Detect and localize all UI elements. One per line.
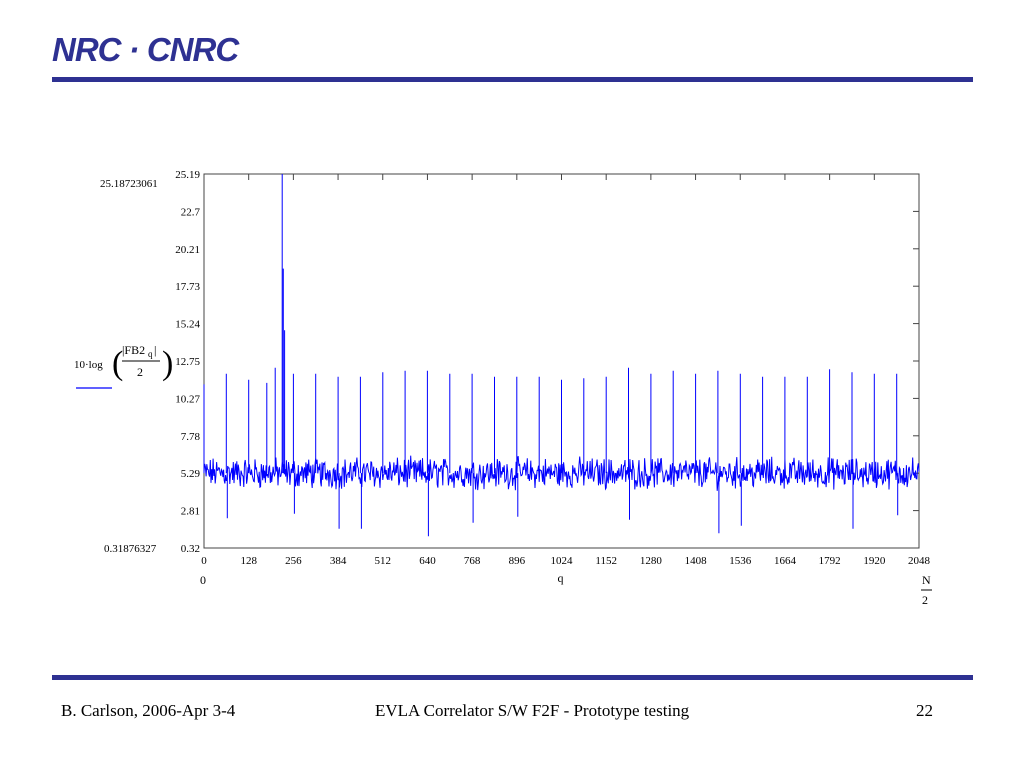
y-tick-label: 22.7	[181, 206, 201, 218]
x-axis-ticks: 0 128 256 384 512 640 768 896 1024 1152 1280 1408 15…	[201, 174, 931, 567]
spectrum-chart: 0.32 2.81 5.29 7.78 10.27 12.75 15.24 17.73 20.2…	[74, 169, 932, 607]
y-tick-label: 0.32	[181, 543, 200, 555]
x-tick-label: 512	[375, 555, 392, 567]
plot-frame	[203, 173, 920, 549]
footer-rule	[52, 675, 973, 680]
x-tick-label: 1920	[863, 555, 886, 567]
x-tick-label: 1536	[729, 555, 752, 567]
y-axis-label: 10·log ( |FB2 q | 2 )	[74, 343, 173, 389]
page-number: 22	[916, 701, 933, 720]
x-tick-label: 384	[330, 555, 347, 567]
y-tick-label: 15.24	[175, 319, 200, 331]
svg-text:2: 2	[137, 365, 143, 379]
x-tick-label: 1408	[685, 555, 708, 567]
ylim-top-label: 25.18723061	[100, 178, 158, 190]
nrc-cnrc-logo: NRC · CNRC	[52, 31, 239, 68]
y-tick-label: 25.19	[175, 169, 200, 181]
x-range-right-label: N 2	[921, 573, 932, 607]
footer-presentation-title: EVLA Correlator S/W F2F - Prototype test…	[375, 701, 690, 720]
svg-text:|FB2: |FB2	[122, 343, 145, 357]
ylim-bottom-label: 0.31876327	[104, 543, 157, 555]
svg-text:N: N	[922, 573, 931, 587]
y-tick-label: 10.27	[175, 393, 200, 405]
x-tick-label: 640	[419, 555, 436, 567]
x-tick-label: 1280	[640, 555, 663, 567]
x-tick-label: 2048	[908, 555, 931, 567]
y-tick-label: 17.73	[175, 281, 200, 293]
y-tick-label: 12.75	[175, 356, 200, 368]
x-axis-label: q	[558, 571, 564, 585]
x-tick-label: 768	[464, 555, 481, 567]
svg-text:): )	[162, 345, 173, 382]
footer-author-date: B. Carlson, 2006-Apr 3-4	[61, 701, 236, 720]
y-tick-label: 20.21	[175, 244, 200, 256]
x-tick-label: 256	[285, 555, 302, 567]
x-tick-label: 1024	[551, 555, 574, 567]
y-axis-ticks: 0.32 2.81 5.29 7.78 10.27 12.75 15.24 17.73 20.2…	[175, 169, 919, 555]
svg-text:10·log: 10·log	[74, 359, 103, 371]
x-range-left-label: 0	[200, 573, 206, 587]
header-rule	[52, 77, 973, 82]
x-tick-label: 128	[240, 555, 257, 567]
x-tick-label: 1792	[819, 555, 841, 567]
x-tick-label: 0	[201, 555, 207, 567]
svg-text:q: q	[148, 349, 153, 359]
series-line	[203, 174, 920, 537]
svg-text:|: |	[154, 343, 156, 357]
svg-text:(: (	[112, 345, 123, 382]
x-tick-label: 896	[509, 555, 526, 567]
x-tick-label: 1664	[774, 555, 797, 567]
y-tick-label: 7.78	[181, 431, 201, 443]
y-tick-label: 5.29	[181, 468, 201, 480]
y-tick-label: 2.81	[181, 506, 200, 518]
svg-text:2: 2	[922, 593, 928, 607]
x-tick-label: 1152	[595, 555, 617, 567]
